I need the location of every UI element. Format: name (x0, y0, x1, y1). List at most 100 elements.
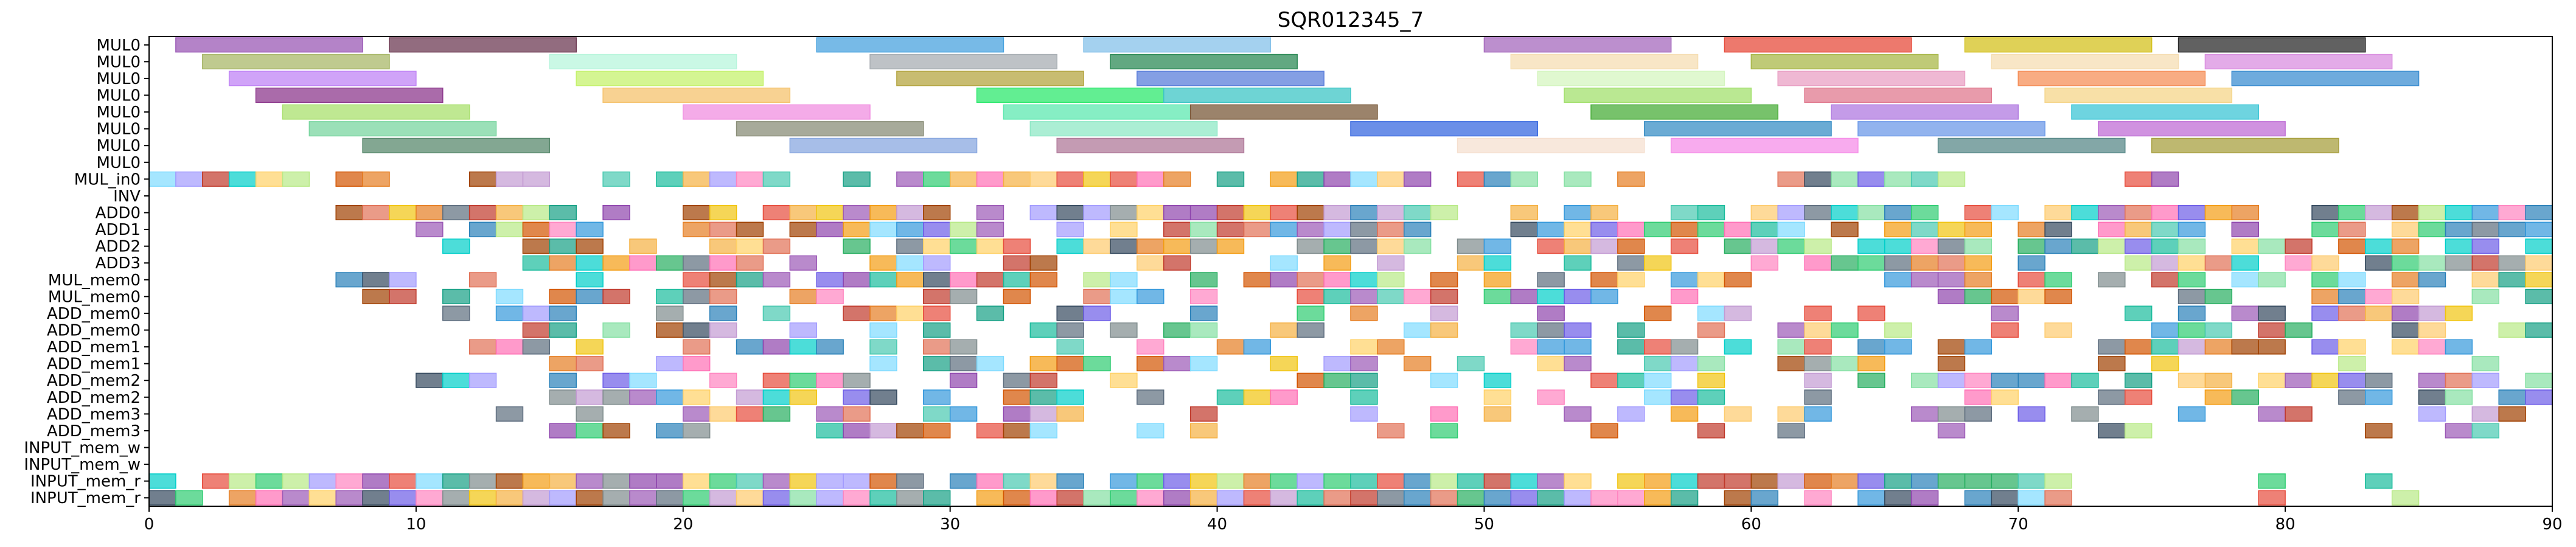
task-bar (1110, 288, 1138, 304)
task-bar (2177, 204, 2206, 221)
task-bar (1003, 490, 1031, 506)
task-bar (1323, 288, 1351, 304)
task-bar (1110, 272, 1138, 288)
task-bar (816, 272, 844, 288)
task-bar (2525, 204, 2553, 221)
task-bar (2177, 239, 2206, 254)
task-bar (736, 490, 764, 506)
task-bar (2017, 71, 2206, 86)
task-bar (442, 204, 470, 221)
task-bar (2365, 423, 2393, 439)
task-bar (2177, 37, 2366, 53)
task-bar (1056, 171, 1084, 187)
task-bar (896, 272, 924, 288)
x-axis-ticks: 0 10 20 30 40 50 60 70 80 90 (144, 506, 2563, 534)
task-bar (1644, 305, 1672, 321)
task-bar (976, 221, 1004, 237)
task-bar (762, 204, 791, 221)
task-bar (282, 171, 310, 187)
task-bar (1910, 490, 1939, 506)
task-bar (762, 239, 791, 254)
task-bar (1404, 473, 1432, 489)
task-bar (1137, 356, 1164, 372)
task-bar (976, 305, 1004, 321)
task-bar (683, 272, 711, 288)
task-bar (1644, 339, 1672, 355)
task-bar (1910, 171, 1939, 187)
y-tick-label: ADD_mem2 (47, 372, 141, 390)
task-bar (1377, 473, 1405, 489)
task-bar (495, 305, 524, 321)
task-bar (629, 389, 657, 405)
task-bar (1083, 272, 1111, 288)
task-bar (1564, 204, 1592, 221)
task-bar (2125, 239, 2153, 254)
task-bar (709, 239, 737, 254)
task-bar (896, 204, 924, 221)
task-bar (1483, 171, 1512, 187)
task-bar (1243, 490, 1272, 506)
task-bar (1617, 272, 1645, 288)
task-bar (1243, 473, 1272, 489)
task-bar (1270, 255, 1298, 271)
task-bar (1404, 239, 1432, 254)
task-bar (1350, 288, 1378, 304)
task-bar (1991, 288, 2019, 304)
task-bar (362, 171, 390, 187)
task-bar (1831, 255, 1859, 271)
task-bar (576, 221, 604, 237)
task-bar (1457, 239, 1485, 254)
task-bar (789, 389, 817, 405)
x-tick-label: 0 (144, 515, 155, 534)
task-bar (923, 339, 951, 355)
task-bar (576, 71, 764, 86)
y-tick-label: MUL_mem0 (48, 288, 141, 306)
task-bar (1537, 389, 1565, 405)
task-bar (148, 473, 176, 489)
task-bar (762, 406, 791, 422)
task-bar (1029, 171, 1057, 187)
task-bar (2311, 204, 2339, 221)
task-bar (576, 389, 604, 405)
task-bar (656, 423, 684, 439)
task-bar (1804, 322, 1832, 338)
task-bar (1884, 322, 1912, 338)
task-bar (2338, 239, 2366, 254)
task-bar (1029, 473, 1057, 489)
task-bar (1483, 490, 1512, 506)
task-bar (923, 221, 951, 237)
task-bar (1617, 239, 1645, 254)
task-bar (1430, 272, 1458, 288)
task-bar (1297, 272, 1325, 288)
task-bar (843, 490, 871, 506)
task-bar (949, 372, 978, 388)
task-bar (2498, 255, 2526, 271)
task-bar (2151, 272, 2179, 288)
task-bar (1724, 305, 1752, 321)
task-bar (549, 305, 577, 321)
task-bar (1056, 221, 1084, 237)
x-tick-label: 30 (940, 515, 960, 534)
task-bar (549, 54, 737, 69)
task-bar (816, 473, 844, 489)
task-bar (308, 473, 336, 489)
x-tick-label: 10 (406, 515, 426, 534)
task-bar (549, 255, 577, 271)
task-bar (522, 171, 551, 187)
task-bar (1910, 255, 1939, 271)
task-bar (2125, 255, 2153, 271)
task-bar (1644, 473, 1672, 489)
task-bar (1857, 339, 1885, 355)
task-bar (1029, 272, 1057, 288)
task-bar (1056, 339, 1084, 355)
task-bar (2125, 305, 2153, 321)
task-bar (736, 171, 764, 187)
task-bar (949, 288, 978, 304)
task-bar (2017, 406, 2045, 422)
task-bar (522, 322, 551, 338)
task-bar (816, 339, 844, 355)
task-bar (2445, 239, 2473, 254)
task-bar (2071, 372, 2099, 388)
task-bar (1937, 239, 1966, 254)
task-bar (949, 239, 978, 254)
